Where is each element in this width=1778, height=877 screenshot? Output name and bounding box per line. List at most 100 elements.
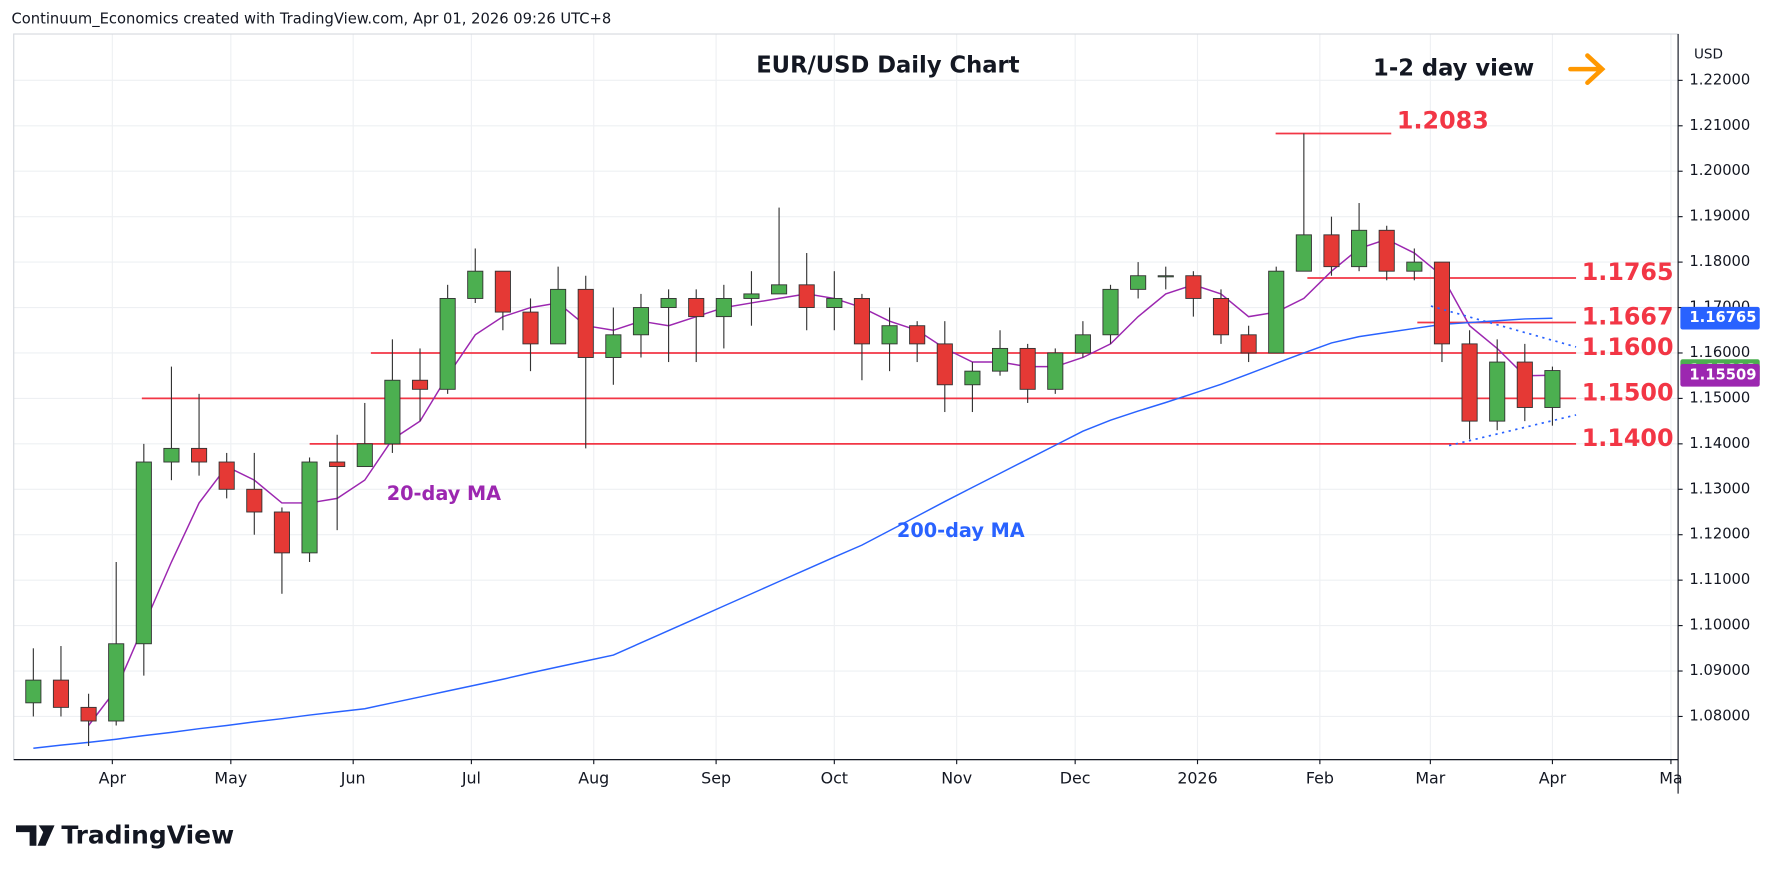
y-tick-label: 1.18000: [1689, 253, 1750, 270]
price-tag-label: 1.16765: [1689, 309, 1756, 326]
candle-body: [771, 284, 788, 295]
candle-body: [384, 379, 401, 445]
attribution: Continuum_Economics created with Trading…: [11, 10, 611, 27]
candle-body: [301, 461, 318, 554]
candle-body: [108, 643, 125, 722]
candle-body: [1047, 352, 1064, 390]
candle-body: [467, 270, 484, 299]
x-tick-label: Nov: [941, 768, 972, 787]
price-tag-label: 1.15509: [1689, 366, 1756, 383]
candle-body: [550, 288, 567, 345]
currency-box: [1681, 40, 1750, 66]
candle-body: [1489, 361, 1506, 422]
x-tick-label: Feb: [1306, 768, 1334, 787]
candle-body: [411, 379, 429, 390]
y-tick-label: 1.12000: [1689, 526, 1750, 543]
candle-body: [1461, 343, 1478, 422]
candle-body: [1323, 234, 1340, 268]
candle-body: [1295, 234, 1312, 272]
candle-body: [329, 461, 346, 468]
y-tick-label: 1.10000: [1689, 617, 1750, 634]
x-tick-label: 2026: [1177, 768, 1217, 787]
candle-body: [632, 307, 650, 336]
candle-body: [964, 370, 981, 386]
y-tick-label: 1.14000: [1689, 435, 1750, 452]
y-tick-label: 1.19000: [1689, 208, 1750, 225]
x-tick-label: Jul: [461, 768, 481, 787]
candle-body: [52, 679, 70, 708]
candle-body: [688, 297, 705, 318]
level-label: 1.1400: [1582, 424, 1674, 452]
grid: [13, 34, 1679, 760]
x-tick-label: Apr: [99, 768, 127, 787]
x-tick-label: Jun: [340, 768, 366, 787]
candle-body: [826, 297, 843, 308]
candle-body: [1378, 229, 1395, 272]
levels: 1.2083 1.1765 1.1667 1.1600 1.1500 1.1400: [141, 107, 1674, 452]
candle-body: [605, 334, 622, 358]
y-tick-label: 1.11000: [1689, 571, 1750, 588]
candle-body: [1433, 261, 1451, 345]
level-label: 1.2083: [1397, 107, 1489, 135]
tradingview-logo: TradingView: [61, 821, 234, 850]
ma200-label: 200-day MA: [897, 519, 1025, 542]
candle-body: [798, 284, 815, 308]
candle-body: [522, 311, 539, 345]
chart-title: EUR/USD Daily Chart: [756, 52, 1020, 78]
candle-body: [439, 297, 456, 390]
candle-body: [218, 461, 235, 490]
candle-body: [1130, 275, 1147, 290]
view-annotation: 1-2 day view: [1373, 56, 1534, 82]
x-tick-label: Aug: [578, 768, 609, 787]
candle-body: [715, 297, 732, 318]
ma20-label: 20-day MA: [387, 482, 501, 505]
x-tick-label: Apr: [1539, 768, 1567, 787]
candle-body: [853, 297, 870, 345]
trendline-upper: [1430, 305, 1577, 348]
candle-body: [1102, 288, 1119, 336]
y-tick-label: 1.16000: [1689, 344, 1750, 361]
candle-body: [1157, 275, 1174, 278]
ma-line: [33, 317, 1553, 750]
level-label: 1.1667: [1582, 302, 1674, 330]
y-tick-label: 1.20000: [1689, 162, 1750, 179]
trendline-lower: [1448, 414, 1577, 447]
candle-body: [494, 270, 511, 313]
y-tick-label: 1.15000: [1689, 389, 1750, 406]
x-tick-label: Sep: [701, 768, 731, 787]
candle-body: [1544, 370, 1561, 408]
candle-body: [25, 679, 42, 704]
candle-body: [246, 488, 263, 513]
price-tag: [1680, 363, 1760, 387]
candle-body: [1351, 229, 1368, 268]
arrow-icon: [1568, 53, 1606, 86]
candle-body: [936, 343, 953, 386]
candle-body: [1268, 270, 1285, 354]
ma-line: [87, 238, 1553, 726]
x-tick-label: May: [214, 768, 247, 787]
x-tick-label: Ma: [1659, 768, 1682, 787]
y-tick-label: 1.22000: [1689, 71, 1750, 88]
level-label: 1.1765: [1582, 258, 1674, 286]
y-tick-label: 1.08000: [1689, 707, 1750, 724]
y-tick-label: 1.13000: [1689, 480, 1750, 497]
candle-body: [273, 511, 290, 554]
candle-body: [881, 325, 898, 345]
candle-body: [660, 297, 677, 308]
candle-body: [1406, 261, 1423, 272]
candle-body: [1212, 297, 1230, 336]
candles: [25, 133, 1561, 746]
y-tick-label: 1.09000: [1689, 662, 1750, 679]
candle-body: [356, 443, 373, 468]
level-label: 1.1600: [1582, 333, 1674, 361]
axes: 1.08000 1.09000 1.10000 1.11000 1.12000 1.130…: [99, 71, 1760, 787]
x-tick-label: Mar: [1415, 768, 1445, 787]
candle-body: [1019, 347, 1036, 390]
moving-averages: [33, 238, 1553, 750]
candle-body: [743, 293, 760, 299]
candle-body: [577, 288, 594, 358]
x-tick-label: Dec: [1060, 768, 1091, 787]
candle-body: [1516, 361, 1533, 408]
